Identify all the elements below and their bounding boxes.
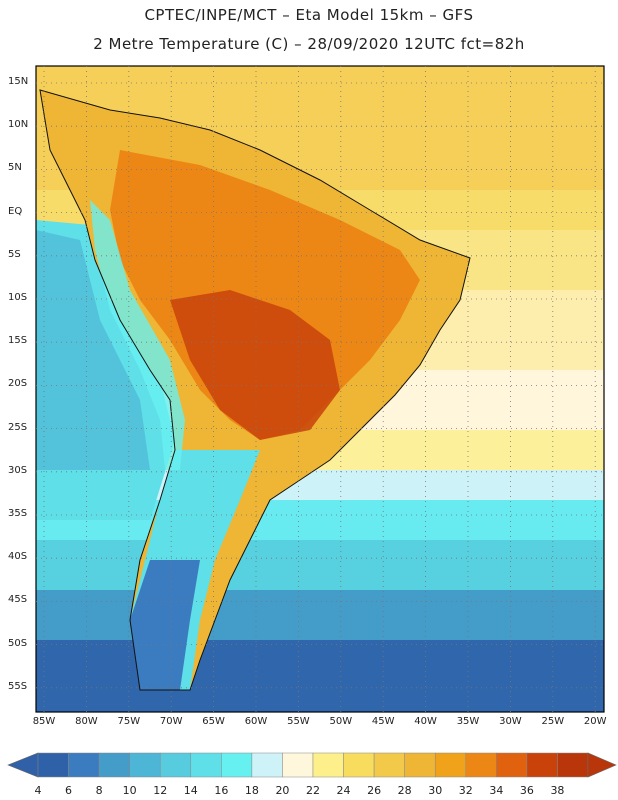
colorbar-swatch	[373, 752, 405, 778]
colorbar-left-arrow	[7, 752, 39, 778]
lon-label: 55W	[287, 716, 310, 727]
colorbar-tick-label: 22	[306, 784, 320, 797]
colorbar-tick-label: 8	[95, 784, 103, 797]
lon-label: 60W	[244, 716, 268, 727]
colorbar-tick-label: 36	[519, 784, 534, 797]
colorbar-swatch	[68, 752, 100, 778]
colorbar-tick-label: 26	[367, 784, 382, 797]
map-subtitle: 2 Metre Temperature (C) – 28/09/2020 12U…	[93, 35, 525, 53]
colorbar-swatch	[221, 752, 253, 778]
colorbar-swatch	[159, 752, 192, 778]
lat-label: 35S	[8, 508, 28, 519]
lat-label: 5N	[8, 162, 22, 174]
map-field	[36, 66, 604, 712]
colorbar-swatch	[404, 752, 436, 778]
colorbar-swatch	[465, 752, 497, 778]
colorbar-tick-label: 34	[489, 784, 504, 797]
colorbar-tick-label: 28	[397, 784, 412, 797]
lat-label: 20S	[8, 378, 28, 390]
lon-label: 35W	[456, 716, 480, 727]
colorbar-tick-label: 12	[153, 784, 168, 797]
lon-label: 25W	[541, 716, 565, 727]
lat-label: 5S	[8, 248, 21, 260]
colorbar-swatch	[37, 752, 69, 778]
colorbar-swatch	[343, 752, 375, 778]
lon-label: 45W	[371, 716, 395, 727]
colorbar-swatch	[312, 752, 344, 778]
lat-label: EQ	[8, 205, 23, 217]
colorbar-swatch	[496, 752, 528, 778]
lat-label: 50S	[8, 637, 28, 649]
colorbar-right-arrow	[587, 752, 617, 778]
colorbar-swatch	[434, 752, 467, 778]
lat-label: 15N	[8, 76, 29, 87]
colorbar-tick-label: 24	[336, 784, 351, 797]
colorbar-tick-label: 30	[428, 784, 443, 797]
lat-label: 15S	[8, 335, 28, 347]
colorbar-tick-label: 14	[183, 784, 198, 797]
lon-label: 85W	[32, 716, 56, 727]
colorbar-swatch	[98, 752, 130, 778]
colorbar-tick-label: 16	[214, 784, 229, 797]
colorbar-tick-label: 6	[65, 784, 73, 797]
lon-label: 70W	[159, 716, 183, 727]
lon-label: 40W	[414, 716, 437, 727]
colorbar-tick-label: 10	[122, 784, 137, 797]
lon-label: 80W	[75, 716, 98, 727]
lon-label: 50W	[329, 716, 353, 727]
colorbar-tick-label: 18	[244, 784, 259, 797]
colorbar-tick-label: 32	[458, 784, 473, 797]
colorbar-swatch	[526, 752, 558, 778]
colorbar-swatch	[190, 752, 222, 778]
map-title: CPTEC/INPE/MCT – Eta Model 15km – GFS	[144, 6, 474, 24]
lat-label: 45S	[8, 594, 28, 606]
colorbar	[7, 752, 617, 778]
colorbar-swatch	[557, 752, 589, 778]
lat-label: 10S	[8, 292, 28, 303]
lat-label: 10N	[8, 119, 29, 131]
lat-label: 25S	[8, 421, 28, 433]
lon-label: 20W	[583, 716, 607, 727]
colorbar-swatch	[251, 752, 283, 778]
lat-label: 55S	[8, 680, 28, 692]
lon-label: 30W	[499, 716, 522, 727]
lat-label: 30S	[8, 464, 28, 476]
colorbar-tick-label: 4	[34, 784, 42, 797]
lon-label: 75W	[117, 716, 141, 727]
lat-label: 40S	[8, 551, 28, 563]
colorbar-swatch	[129, 752, 161, 778]
colorbar-swatch	[282, 752, 314, 778]
map-frame	[35, 65, 605, 713]
colorbar-tick-label: 38	[550, 784, 565, 797]
lon-label: 65W	[202, 716, 225, 727]
colorbar-tick-label: 20	[275, 784, 290, 797]
